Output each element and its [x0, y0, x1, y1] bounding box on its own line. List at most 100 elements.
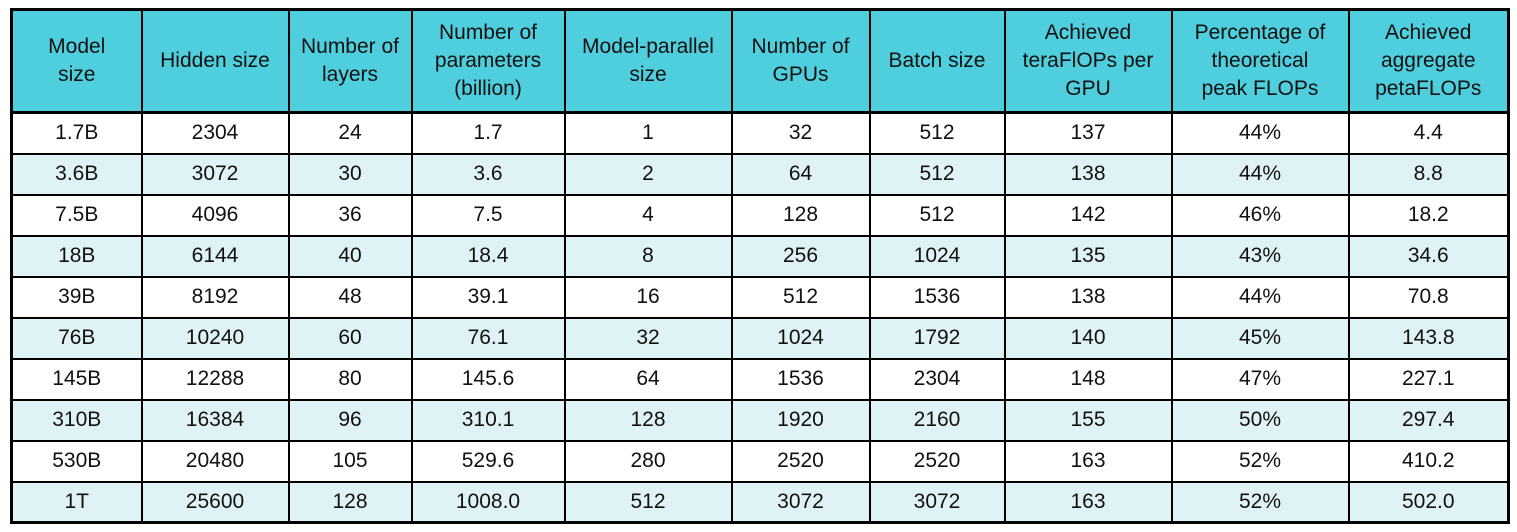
table-cell: 47% — [1170, 357, 1350, 401]
table-cell: 60 — [287, 316, 413, 360]
table-cell: 1T — [10, 480, 143, 524]
table-cell: 8192 — [140, 275, 290, 319]
table-cell: 512 — [868, 152, 1006, 196]
column-header-8: Achieved teraFlOPs per GPU — [1003, 8, 1173, 114]
table-cell: 40 — [287, 234, 413, 278]
table-cell: 10240 — [140, 316, 290, 360]
table-cell: 1.7B — [10, 111, 143, 155]
table-cell: 1536 — [730, 357, 871, 401]
table-cell: 1792 — [868, 316, 1006, 360]
table-row: 310B 16384 96 310.1 128 1920 2160 155 50% 297.4 — [10, 398, 1510, 442]
table-cell: 1024 — [730, 316, 871, 360]
table-cell: 143.8 — [1347, 316, 1510, 360]
column-header-3: Number of layers — [287, 8, 413, 114]
column-header-1: Model size — [10, 8, 143, 114]
table-cell: 18.4 — [410, 234, 566, 278]
table-cell: 148 — [1003, 357, 1173, 401]
table-cell: 128 — [730, 193, 871, 237]
table-cell: 2304 — [868, 357, 1006, 401]
table-cell: 163 — [1003, 480, 1173, 524]
column-header-7: Batch size — [868, 8, 1006, 114]
column-header-5: Model-parallel size — [563, 8, 733, 114]
table-cell: 39.1 — [410, 275, 566, 319]
table-cell: 52% — [1170, 439, 1350, 483]
table-cell: 512 — [868, 111, 1006, 155]
column-header-6: Number of GPUs — [730, 8, 871, 114]
table-cell: 1 — [563, 111, 733, 155]
table-header: Model size Hidden size Number of layers Num… — [10, 8, 1510, 114]
table-cell: 512 — [868, 193, 1006, 237]
table-cell: 142 — [1003, 193, 1173, 237]
table-cell: 52% — [1170, 480, 1350, 524]
table-cell: 64 — [563, 357, 733, 401]
table-cell: 4096 — [140, 193, 290, 237]
table-cell: 2 — [563, 152, 733, 196]
table-row: 7.5B 4096 36 7.5 4 128 512 142 46% 18.2 — [10, 193, 1510, 237]
table-row: 18B 6144 40 18.4 8 256 1024 135 43% 34.6 — [10, 234, 1510, 278]
model-scaling-table: Model size Hidden size Number of layers Num… — [10, 8, 1510, 524]
table-cell: 1920 — [730, 398, 871, 442]
table-row: 1.7B 2304 24 1.7 1 32 512 137 44% 4.4 — [10, 111, 1510, 155]
table-cell: 34.6 — [1347, 234, 1510, 278]
table-cell: 1536 — [868, 275, 1006, 319]
table-cell: 3072 — [140, 152, 290, 196]
table-cell: 145B — [10, 357, 143, 401]
table-cell: 64 — [730, 152, 871, 196]
table-cell: 46% — [1170, 193, 1350, 237]
table-cell: 32 — [563, 316, 733, 360]
table-cell: 128 — [287, 480, 413, 524]
table-row: 39B 8192 48 39.1 16 512 1536 138 44% 70.8 — [10, 275, 1510, 319]
table-row: 3.6B 3072 30 3.6 2 64 512 138 44% 8.8 — [10, 152, 1510, 196]
table-cell: 256 — [730, 234, 871, 278]
table-row: 1T 25600 128 1008.0 512 3072 3072 163 52% 502.0 — [10, 480, 1510, 524]
table-cell: 530B — [10, 439, 143, 483]
table-cell: 310B — [10, 398, 143, 442]
table-cell: 512 — [730, 275, 871, 319]
table-cell: 48 — [287, 275, 413, 319]
table-cell: 135 — [1003, 234, 1173, 278]
table-cell: 12288 — [140, 357, 290, 401]
table-cell: 43% — [1170, 234, 1350, 278]
table-cell: 3.6B — [10, 152, 143, 196]
table-cell: 1024 — [868, 234, 1006, 278]
table-cell: 280 — [563, 439, 733, 483]
table-body: 1.7B 2304 24 1.7 1 32 512 137 44% 4.4 3.6B 3072 30 3.… — [10, 111, 1510, 524]
table-cell: 50% — [1170, 398, 1350, 442]
table-cell: 45% — [1170, 316, 1350, 360]
table-cell: 105 — [287, 439, 413, 483]
table-row: 530B 20480 105 529.6 280 2520 2520 163 52% 410.2 — [10, 439, 1510, 483]
table-cell: 145.6 — [410, 357, 566, 401]
table-cell: 39B — [10, 275, 143, 319]
table-cell: 25600 — [140, 480, 290, 524]
table-cell: 227.1 — [1347, 357, 1510, 401]
table-cell: 76.1 — [410, 316, 566, 360]
table-cell: 32 — [730, 111, 871, 155]
table-cell: 3072 — [868, 480, 1006, 524]
table-cell: 80 — [287, 357, 413, 401]
column-header-2: Hidden size — [140, 8, 290, 114]
table-cell: 7.5B — [10, 193, 143, 237]
table-cell: 138 — [1003, 152, 1173, 196]
header-row: Model size Hidden size Number of layers Num… — [10, 8, 1510, 114]
table-cell: 44% — [1170, 275, 1350, 319]
table-cell: 6144 — [140, 234, 290, 278]
table-cell: 2520 — [868, 439, 1006, 483]
table-cell: 44% — [1170, 152, 1350, 196]
table-cell: 24 — [287, 111, 413, 155]
table-row: 145B 12288 80 145.6 64 1536 2304 148 47% 227.1 — [10, 357, 1510, 401]
table-cell: 2160 — [868, 398, 1006, 442]
table-cell: 1.7 — [410, 111, 566, 155]
table-cell: 8 — [563, 234, 733, 278]
table-cell: 8.8 — [1347, 152, 1510, 196]
table-cell: 410.2 — [1347, 439, 1510, 483]
table-cell: 16384 — [140, 398, 290, 442]
table-cell: 2520 — [730, 439, 871, 483]
table-cell: 512 — [563, 480, 733, 524]
column-header-9: Percentage of theoretical peak FLOPs — [1170, 8, 1350, 114]
table-cell: 7.5 — [410, 193, 566, 237]
table-cell: 3.6 — [410, 152, 566, 196]
table-cell: 2304 — [140, 111, 290, 155]
table-cell: 18B — [10, 234, 143, 278]
table-cell: 4 — [563, 193, 733, 237]
